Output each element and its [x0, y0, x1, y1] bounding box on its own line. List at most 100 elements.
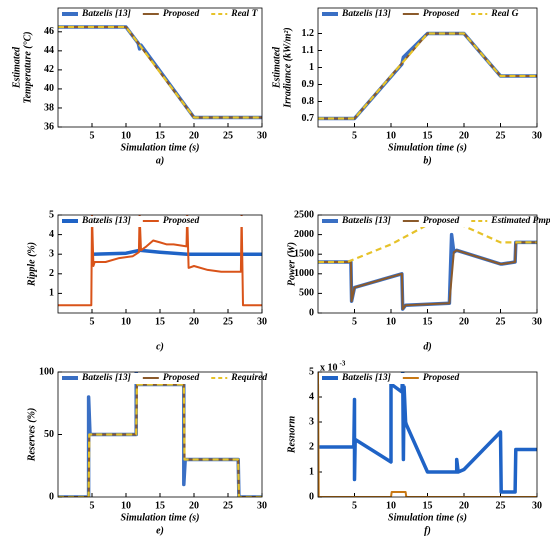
- subplot: 1 2 3 4 5 5 10 15 20 25 30 Batzelis [13] Proposed Rip…: [26, 209, 267, 352]
- x-tick-label: 25: [496, 316, 506, 327]
- legend-label: Batzelis [13]: [341, 216, 391, 226]
- y-axis-label: Resnorm: [286, 416, 297, 454]
- legend-label: Batzelis [13]: [341, 373, 391, 383]
- legend-box: [319, 373, 536, 384]
- legend-box: [319, 9, 536, 20]
- legend-label: Required: [230, 373, 267, 383]
- y-tick-label: 0.9: [302, 79, 315, 90]
- y-tick-label: 3: [49, 248, 54, 259]
- legend-label: Batzelis [13]: [81, 216, 131, 226]
- series-line: [318, 372, 537, 494]
- legend: Batzelis [13] Proposed Estimated Pmpp: [319, 216, 550, 227]
- legend-box: [59, 373, 261, 384]
- legend-label: Proposed: [423, 9, 460, 19]
- legend-label: Estimated Pmpp: [490, 216, 550, 226]
- legend-box: [59, 216, 261, 227]
- legend-label: Batzelis [13]: [81, 9, 131, 19]
- y-tick-label: 2: [49, 268, 54, 279]
- axes-frame: [317, 371, 538, 498]
- legend-box: [59, 9, 261, 20]
- y-tick-label: 36: [44, 121, 54, 132]
- y-tick-label: 46: [44, 26, 54, 37]
- legend-label: Proposed: [163, 9, 200, 19]
- y-tick-label: 50: [44, 429, 54, 440]
- panel-caption: d): [423, 341, 431, 352]
- panel-caption: b): [423, 155, 431, 166]
- legend-label: Proposed: [423, 373, 460, 383]
- y-tick-label: 4: [49, 229, 54, 240]
- subplot: 36 38 40 42 44 46 5 10 15 20 25 30 Batzelis [13] Prop…: [11, 7, 267, 166]
- y-tick-label: 40: [44, 83, 54, 94]
- subplot: 0 500 1000 1500 2000 2500 5 10 15 20 25 30 Batzelis …: [286, 209, 550, 352]
- y-tick-label: 1500: [294, 248, 314, 259]
- legend: Batzelis [13] Proposed: [319, 373, 536, 384]
- subplot: 0.7 0.8 0.9 1 1.1 1.2 5 10 15 20 25 30 Batzelis [13]…: [271, 7, 542, 166]
- legend: Batzelis [13] Proposed Required: [59, 373, 267, 384]
- x-tick-label: 25: [496, 500, 506, 511]
- x-tick-label: 5: [352, 500, 357, 511]
- y-tick-label: 0.7: [302, 113, 315, 124]
- axes-frame: [57, 371, 263, 498]
- panel-caption: c): [156, 341, 164, 352]
- y-tick-label: 500: [299, 288, 314, 299]
- x-tick-label: 15: [155, 316, 165, 327]
- y-tick-label: 1.1: [302, 45, 315, 56]
- axis-multiplier: x 10: [320, 362, 338, 373]
- y-tick-label: 2: [309, 441, 314, 452]
- y-tick-label: 44: [44, 45, 54, 56]
- x-axis-label: Simulation time (s): [388, 142, 467, 153]
- x-tick-label: 5: [90, 130, 95, 141]
- y-axis-label: Irradiance (kW/m²): [282, 27, 293, 109]
- y-axis-label: Ripple (%): [26, 242, 37, 287]
- x-tick-label: 10: [386, 130, 396, 141]
- legend-label: Batzelis [13]: [341, 9, 391, 19]
- x-tick-label: 10: [121, 500, 131, 511]
- legend-label: Proposed: [163, 373, 200, 383]
- x-tick-label: 15: [155, 500, 165, 511]
- legend-label: Proposed: [423, 216, 460, 226]
- legend-label: Proposed: [163, 216, 200, 226]
- x-tick-label: 5: [90, 500, 95, 511]
- legend-label: Real G: [490, 9, 518, 19]
- subplot: 0 50 100 5 10 15 20 25 30 Batzelis [13] Proposed Re…: [26, 366, 267, 536]
- panel-caption: f): [424, 525, 431, 536]
- y-tick-label: 0: [309, 307, 314, 318]
- axes-frame: [57, 7, 263, 128]
- y-axis-label: Estimated: [271, 46, 282, 89]
- series-line: [91, 248, 262, 256]
- x-tick-label: 10: [121, 316, 131, 327]
- y-tick-label: 38: [44, 102, 54, 113]
- series-line: [58, 25, 262, 119]
- x-tick-label: 10: [386, 316, 396, 327]
- x-tick-label: 30: [257, 316, 267, 327]
- y-tick-label: 2000: [294, 229, 314, 240]
- x-tick-label: 20: [459, 130, 469, 141]
- y-tick-label: 1: [309, 466, 314, 477]
- x-tick-label: 15: [155, 130, 165, 141]
- series-line: [318, 32, 537, 120]
- y-axis-label: Power (W): [286, 242, 297, 286]
- series-line: [58, 215, 262, 307]
- x-axis-label: Simulation time (s): [121, 142, 200, 153]
- x-tick-label: 20: [189, 130, 199, 141]
- axes-frame: [317, 7, 538, 128]
- y-tick-label: 1: [49, 288, 54, 299]
- axes-frame: [57, 214, 263, 314]
- y-axis-label: Estimated: [11, 46, 22, 89]
- y-tick-label: 0: [309, 491, 314, 502]
- x-tick-label: 25: [223, 316, 233, 327]
- y-tick-label: 4: [309, 391, 314, 402]
- axes: [318, 8, 537, 127]
- x-tick-label: 25: [496, 130, 506, 141]
- x-tick-label: 15: [423, 500, 433, 511]
- x-tick-label: 5: [352, 130, 357, 141]
- x-tick-label: 30: [257, 130, 267, 141]
- y-tick-label: 1: [309, 62, 314, 73]
- subplot: 0 1 2 3 4 5 5 10 15 20 25 30 Batzelis [13] Proposed Re…: [286, 360, 542, 537]
- x-tick-label: 30: [532, 500, 542, 511]
- series-line: [318, 221, 537, 264]
- y-axis-label: Reserves (%): [26, 408, 37, 463]
- y-tick-label: 0: [49, 491, 54, 502]
- x-tick-label: 15: [423, 316, 433, 327]
